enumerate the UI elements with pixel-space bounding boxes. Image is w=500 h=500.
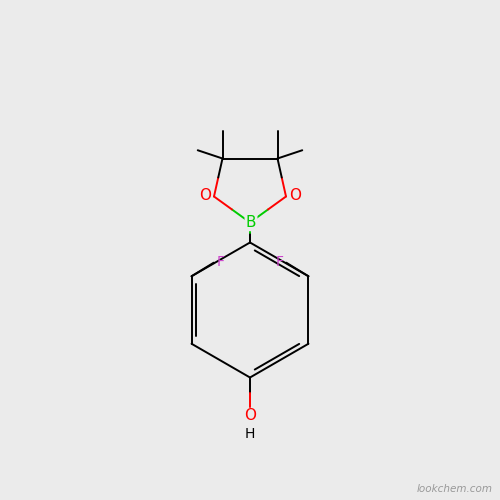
Text: O: O xyxy=(244,408,256,424)
Text: F: F xyxy=(276,254,283,268)
Text: lookchem.com: lookchem.com xyxy=(416,484,492,494)
Text: O: O xyxy=(199,188,211,203)
Text: B: B xyxy=(246,215,256,230)
Text: O: O xyxy=(289,188,301,203)
Text: H: H xyxy=(245,426,255,440)
Text: F: F xyxy=(216,254,224,268)
